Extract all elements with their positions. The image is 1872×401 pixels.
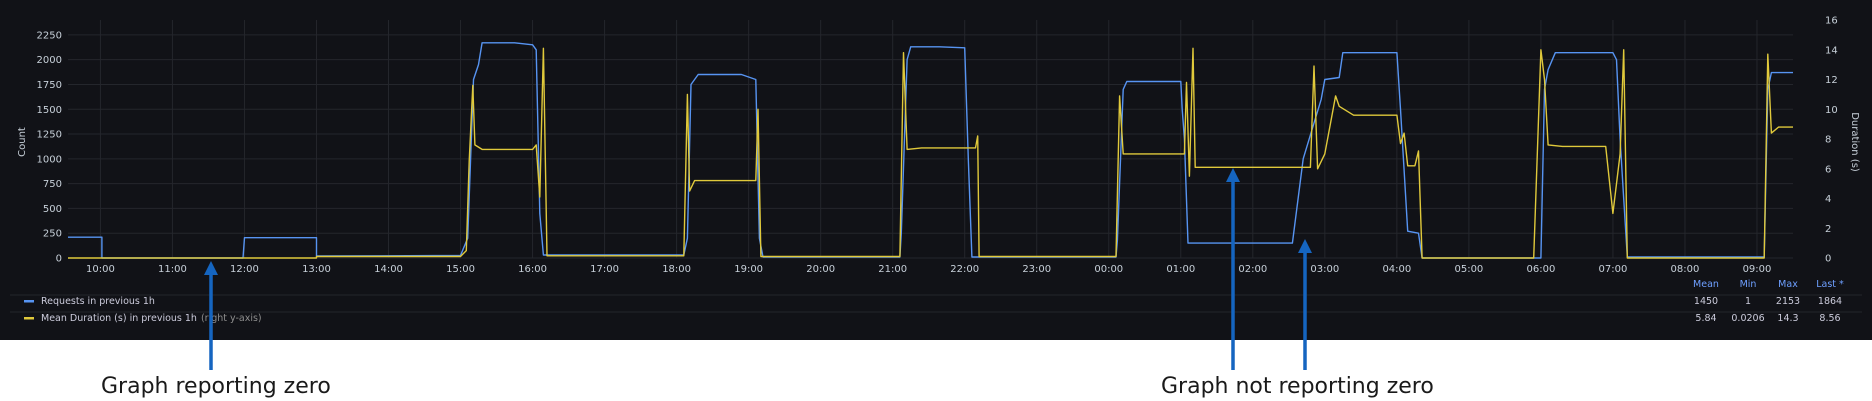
x-tick-label: 05:00 [1454, 264, 1483, 275]
x-tick-label: 09:00 [1743, 264, 1772, 275]
legend-column-header: Last * [1816, 279, 1844, 290]
left-y-tick-label: 1000 [37, 154, 62, 165]
right-y-tick-label: 12 [1825, 75, 1838, 86]
legend-stat-value: 0.0206 [1731, 313, 1764, 324]
series-line-2 [68, 47, 1793, 259]
x-tick-label: 04:00 [1382, 264, 1411, 275]
right-y-tick-label: 0 [1825, 254, 1831, 265]
left-y-tick-label: 2250 [37, 30, 62, 41]
legend-stat-value: 2153 [1776, 296, 1800, 307]
chart-panel [0, 0, 1872, 340]
legend-swatch [24, 317, 34, 320]
x-tick-label: 16:00 [518, 264, 547, 275]
annotation-left: Graph reporting zero [101, 374, 331, 399]
legend-column-header: Mean [1693, 279, 1719, 290]
legend-swatch [24, 300, 34, 303]
x-tick-label: 01:00 [1166, 264, 1195, 275]
right-y-tick-label: 14 [1825, 45, 1838, 56]
left-y-tick-label: 500 [43, 204, 62, 215]
right-y-tick-label: 6 [1825, 164, 1831, 175]
legend-series-name: Mean Duration (s) in previous 1h (right y… [41, 313, 262, 324]
x-tick-label: 07:00 [1599, 264, 1628, 275]
x-tick-label: 00:00 [1094, 264, 1123, 275]
x-tick-label: 15:00 [446, 264, 475, 275]
legend-stat-value: 8.56 [1819, 313, 1840, 324]
left-y-tick-label: 250 [43, 229, 62, 240]
x-tick-label: 11:00 [158, 264, 187, 275]
left-y-tick-label: 1750 [37, 80, 62, 91]
left-y-tick-label: 1500 [37, 105, 62, 116]
x-tick-label: 12:00 [230, 264, 259, 275]
right-y-tick-label: 4 [1825, 194, 1831, 205]
x-tick-label: 06:00 [1526, 264, 1555, 275]
x-tick-label: 22:00 [950, 264, 979, 275]
x-tick-label: 14:00 [374, 264, 403, 275]
left-y-tick-label: 1250 [37, 130, 62, 141]
legend-column-header: Min [1740, 279, 1757, 290]
series-line-1 [68, 42, 1793, 259]
legend-stat-value: 1450 [1694, 296, 1718, 307]
x-tick-label: 17:00 [590, 264, 619, 275]
x-tick-label: 03:00 [1310, 264, 1339, 275]
legend-stat-value: 5.84 [1695, 313, 1716, 324]
legend-stat-value: 14.3 [1777, 313, 1798, 324]
x-tick-label: 10:00 [86, 264, 115, 275]
left-axis-title: Count [17, 127, 28, 157]
x-tick-label: 19:00 [734, 264, 763, 275]
left-y-tick-label: 750 [43, 179, 62, 190]
x-tick-label: 23:00 [1022, 264, 1051, 275]
x-tick-label: 21:00 [878, 264, 907, 275]
left-y-tick-label: 0 [56, 254, 62, 265]
left-y-tick-label: 2000 [37, 55, 62, 66]
legend-stat-value: 1864 [1818, 296, 1842, 307]
legend-column-header: Max [1778, 279, 1798, 290]
x-tick-label: 20:00 [806, 264, 835, 275]
right-axis-title: Duration (s) [1849, 112, 1860, 172]
x-tick-label: 13:00 [302, 264, 331, 275]
x-tick-label: 08:00 [1671, 264, 1700, 275]
right-y-tick-label: 2 [1825, 224, 1831, 235]
x-tick-label: 02:00 [1238, 264, 1267, 275]
legend-series-name: Requests in previous 1h [41, 296, 155, 307]
right-y-tick-label: 16 [1825, 16, 1838, 27]
x-tick-label: 18:00 [662, 264, 691, 275]
right-y-tick-label: 10 [1825, 105, 1838, 116]
right-y-tick-label: 8 [1825, 135, 1831, 146]
legend-stat-value: 1 [1745, 296, 1751, 307]
annotation-right: Graph not reporting zero [1161, 374, 1434, 399]
legend-axis-note: (right y-axis) [201, 313, 262, 324]
